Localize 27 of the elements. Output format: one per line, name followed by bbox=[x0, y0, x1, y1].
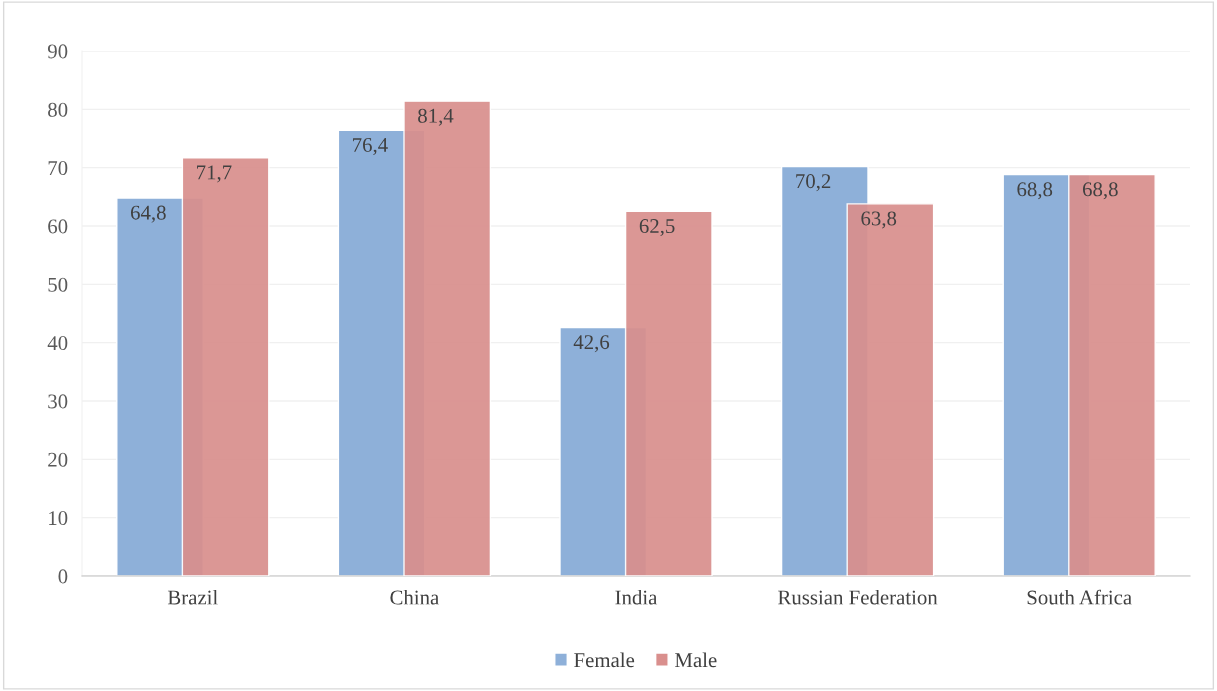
y-tick-label: 0 bbox=[58, 569, 68, 584]
data-label: 71,7 bbox=[197, 165, 232, 183]
data-label: 42,6 bbox=[573, 335, 610, 353]
data-label: 68,8 bbox=[1082, 182, 1118, 200]
y-tick-label: 80 bbox=[48, 102, 68, 117]
x-tick-label: Brazil bbox=[167, 589, 218, 605]
y-tick-label: 60 bbox=[48, 219, 68, 234]
data-label: 76,4 bbox=[353, 137, 388, 155]
y-tick-label: 50 bbox=[48, 277, 68, 292]
data-label: 70,2 bbox=[796, 174, 831, 192]
y-tick-label: 90 bbox=[47, 44, 68, 59]
y-tick-label: 40 bbox=[47, 336, 68, 351]
y-tick-label: 10 bbox=[49, 511, 68, 526]
data-label: 62,5 bbox=[639, 219, 675, 237]
x-tick-label: South Africa bbox=[1027, 589, 1132, 605]
y-tick-label: 70 bbox=[48, 161, 68, 176]
data-label: 63,8 bbox=[861, 211, 897, 229]
data-label: 64,8 bbox=[130, 205, 166, 223]
x-tick-label: India bbox=[615, 589, 658, 605]
data-label: 81,4 bbox=[418, 108, 454, 126]
legend-label: Female bbox=[574, 652, 635, 668]
y-tick-label: 30 bbox=[48, 394, 68, 409]
x-tick-label: Russian Federation bbox=[778, 589, 938, 605]
x-tick-label: China bbox=[390, 589, 439, 605]
data-label: 68,8 bbox=[1017, 182, 1053, 200]
legend-label: Male bbox=[675, 652, 717, 668]
y-tick-label: 20 bbox=[48, 452, 68, 467]
